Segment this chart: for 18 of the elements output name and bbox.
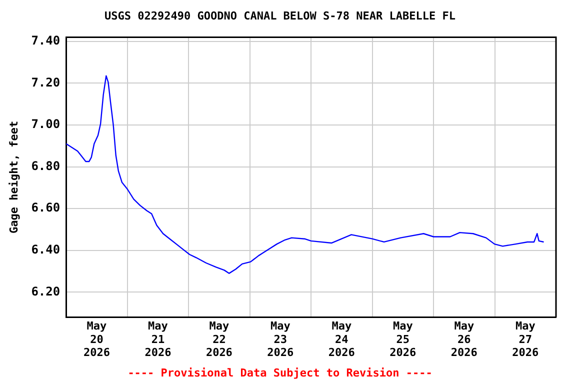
y-axis-title: Gage height, feet: [7, 120, 20, 234]
y-tick-label: 6.60: [31, 200, 60, 215]
chart-title: USGS 02292490 GOODNO CANAL BELOW S-78 NEAR LABELLE FL: [104, 9, 456, 22]
text: ---- Provisional Data Subject to Revision ----: [128, 366, 432, 380]
y-tick-label: 6.80: [31, 158, 60, 173]
x-tick-label: May 27 2026: [512, 320, 539, 360]
x-tick-label: May 22 2026: [206, 320, 233, 360]
y-tick-label: 6.20: [31, 284, 60, 298]
x-tick-label: May 20 2026: [83, 320, 110, 360]
x-tick-label: May 21 2026: [144, 320, 172, 360]
y-tick-label: 7.40: [31, 34, 60, 48]
x-tick-label: May 26 2026: [450, 320, 478, 360]
x-tick-label: May 24 2026: [328, 320, 356, 360]
x-tick-label: May 23 2026: [267, 320, 294, 360]
y-tick-label: 7.00: [31, 117, 60, 132]
x-tick-label: May 25 2026: [390, 320, 417, 360]
y-tick-label: 7.20: [31, 75, 60, 90]
y-tick-label: 6.40: [31, 242, 60, 256]
